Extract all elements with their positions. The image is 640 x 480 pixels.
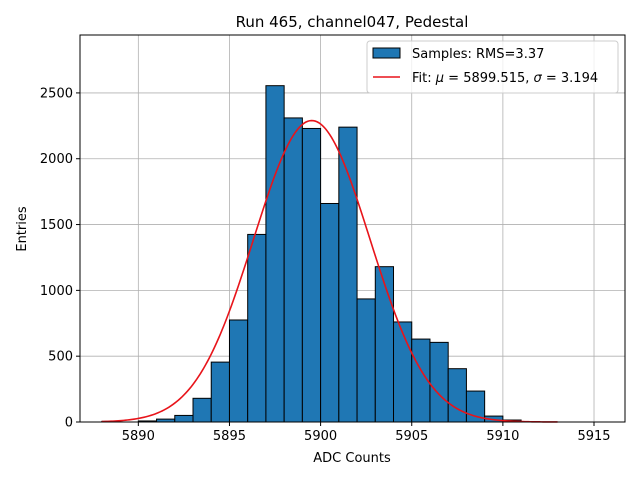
histogram-bar [192,397,212,423]
legend-box [366,40,619,94]
x-axis-label: ADC Counts [313,451,391,466]
y-tick-label: 2000 [40,152,73,167]
y-tick-label: 2500 [40,86,73,101]
legend: Samples: RMS=3.37 Fit: μ = 5899.515, σ =… [366,40,619,94]
x-tick-label: 5915 [577,429,610,444]
legend-label-samples: Samples: RMS=3.37 [412,47,544,62]
histogram-bar [174,414,194,423]
legend-fit-prefix: Fit: [412,71,436,86]
histogram-bar [374,266,395,423]
histogram-bar [393,321,413,423]
histogram-bar [228,319,249,423]
x-tick-label: 5895 [213,429,246,444]
histogram-bar [429,341,449,423]
histogram-bar [301,127,322,423]
y-tick-label: 0 [65,416,73,431]
histogram-bar [356,298,376,423]
histogram-bar [320,202,340,423]
legend-fit-mu-value: = 5899.515, [444,71,533,86]
x-tick-label: 5900 [304,429,337,444]
y-axis-ticks: 0 500 1000 1500 2000 2500 [40,86,80,431]
histogram-bar [247,233,267,423]
y-axis-label: Entries [15,206,30,252]
x-tick-label: 5910 [486,429,519,444]
chart-title: Run 465, channel047, Pedestal [236,13,469,31]
legend-label-fit: Fit: μ = 5899.515, σ = 3.194 [412,71,598,86]
histogram-bars [101,85,540,423]
legend-swatch-samples [372,47,401,59]
y-tick-label: 1500 [40,218,73,233]
fit-curve [101,119,558,423]
legend-fit-sigma-symbol: σ [534,71,543,86]
histogram-bar [283,117,303,423]
y-tick-label: 1000 [40,284,73,299]
x-axis-ticks: 5890 5895 5900 5905 5910 5915 [122,422,611,444]
legend-fit-mu-symbol: μ [435,71,444,86]
histogram-bar [210,361,230,423]
x-tick-label: 5905 [395,429,428,444]
histogram-bar [265,85,285,423]
legend-fit-sigma-value: = 3.194 [542,71,598,86]
y-tick-label: 500 [48,350,73,365]
plot-frame [79,34,626,423]
histogram-bar [447,368,467,423]
x-tick-label: 5890 [122,429,155,444]
